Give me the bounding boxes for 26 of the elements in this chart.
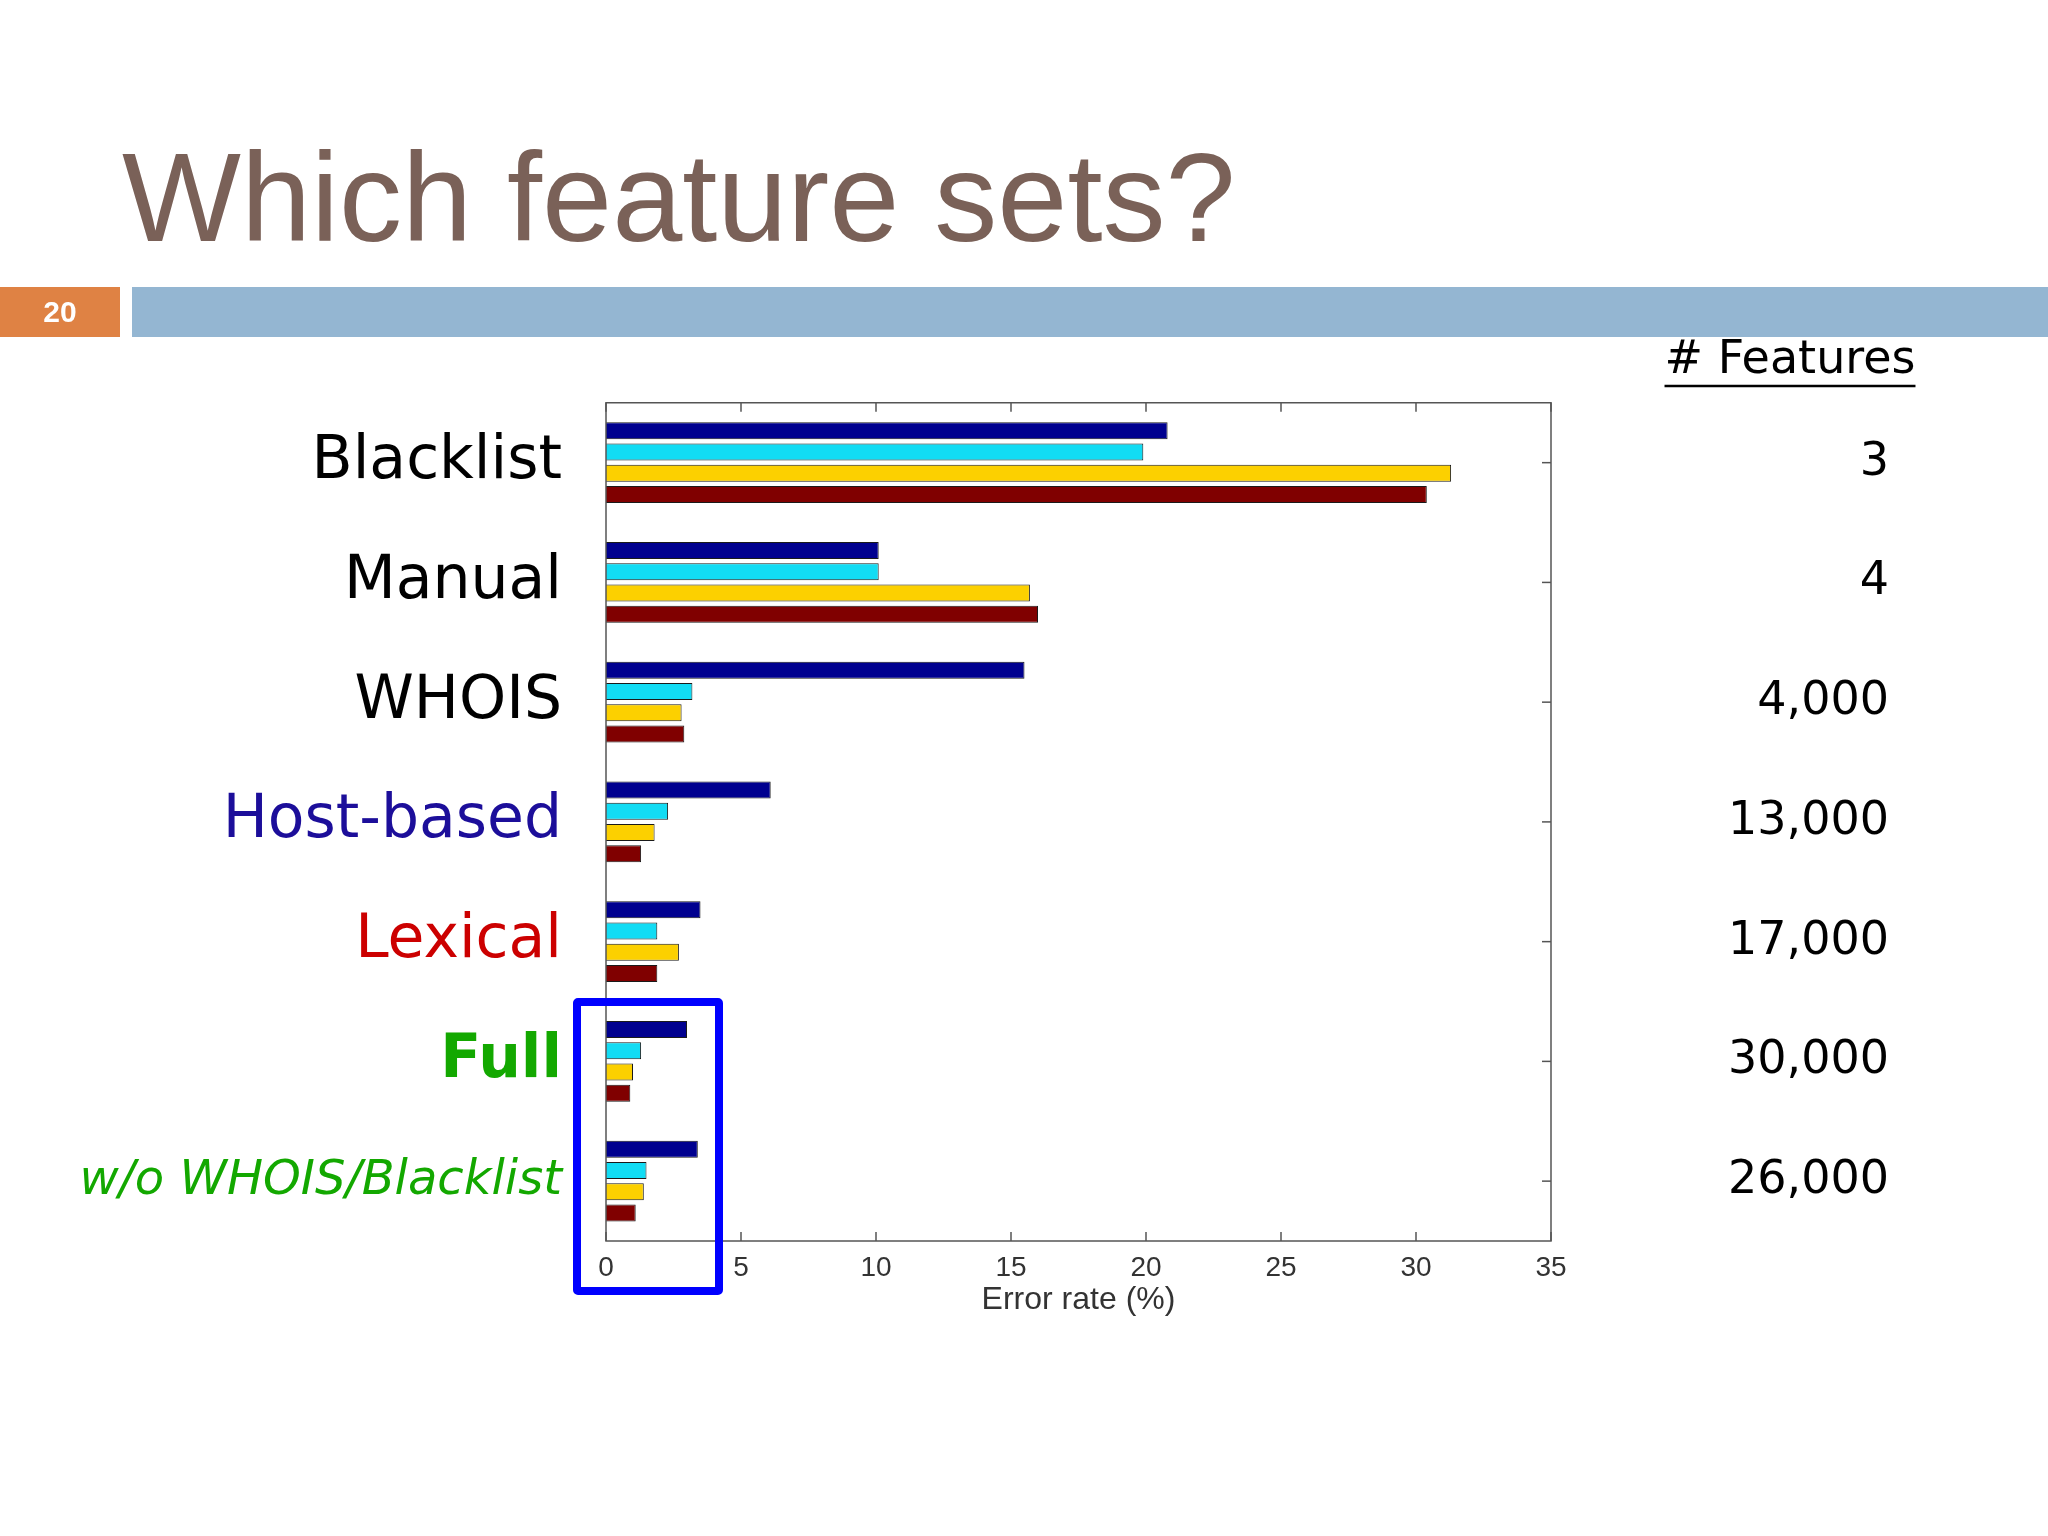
text: 13,000 [1728,790,1889,845]
x-tick-label: 30 [1400,1250,1432,1282]
text: 30,000 [1728,1030,1889,1085]
x-tick-label: 20 [1130,1250,1162,1282]
x-tick-label: 0 [598,1250,614,1282]
y-tick-label: Full [440,1020,562,1091]
text: 4 [1859,551,1889,606]
text: 17,000 [1728,910,1889,965]
slide-number-tab: 20 [0,287,120,337]
x-tick-label: 35 [1535,1250,1567,1282]
text: # Features [1664,329,1916,384]
y-tick-label: w/o WHOIS/Blacklist [79,1148,565,1205]
y-tick-label: Lexical [355,901,562,972]
x-axis-title: Error rate (%) [981,1279,1176,1316]
y-tick-label: Manual [343,542,562,613]
chart-title: Which feature sets? [122,127,1236,268]
x-tick-label: 25 [1265,1250,1297,1282]
y-tick-label: Blacklist [311,422,562,493]
text: 26,000 [1728,1150,1889,1205]
text: 4,000 [1757,671,1889,726]
y-tick-label: WHOIS [354,661,562,732]
x-tick-label: 5 [733,1250,749,1282]
text: 3 [1859,431,1889,486]
y-tick-label: Host-based [222,781,562,852]
x-tick-label: 15 [995,1250,1027,1282]
x-tick-label: 10 [860,1250,892,1282]
